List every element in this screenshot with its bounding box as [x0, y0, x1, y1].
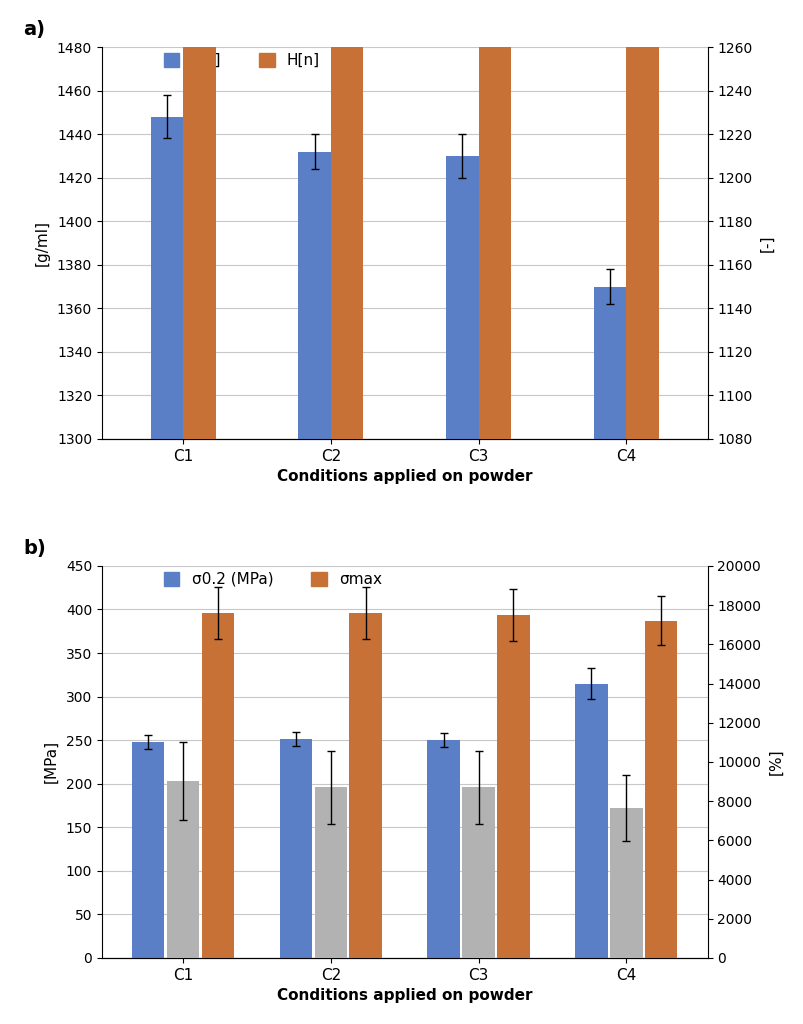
Bar	[314, 787, 347, 957]
Bar	[279, 739, 312, 957]
X-axis label: Conditions applied on powder: Conditions applied on powder	[276, 988, 532, 1004]
Bar	[132, 741, 164, 957]
Bar	[150, 117, 183, 439]
X-axis label: Conditions applied on powder: Conditions applied on powder	[276, 469, 532, 484]
Text: b): b)	[23, 539, 46, 558]
Bar	[478, 0, 511, 439]
Bar	[202, 613, 234, 957]
Bar	[609, 808, 642, 957]
Y-axis label: [-]: [-]	[759, 234, 773, 252]
Bar	[298, 152, 330, 439]
Bar	[574, 684, 607, 957]
Bar	[644, 621, 677, 957]
Y-axis label: [MPa]: [MPa]	[43, 740, 59, 783]
Text: a): a)	[23, 20, 45, 39]
Bar	[427, 740, 459, 957]
Bar	[446, 156, 478, 439]
Bar	[593, 287, 626, 439]
Bar	[626, 0, 658, 439]
Bar	[462, 787, 494, 957]
Y-axis label: [g/ml]: [g/ml]	[35, 220, 50, 266]
Bar	[183, 0, 215, 439]
Bar	[330, 0, 363, 439]
Legend: σ0.2 (MPa), σmax: σ0.2 (MPa), σmax	[157, 565, 388, 593]
Y-axis label: [%]: [%]	[767, 749, 782, 775]
Bar	[167, 781, 199, 957]
Bar	[349, 613, 381, 957]
Bar	[496, 614, 529, 957]
Legend: ρ[°], H[n]: ρ[°], H[n]	[157, 47, 325, 74]
